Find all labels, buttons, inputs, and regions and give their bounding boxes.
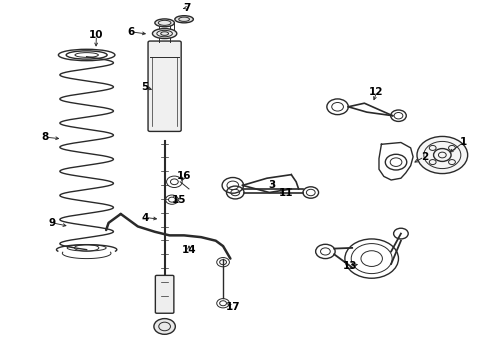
Text: 13: 13 <box>343 261 357 271</box>
Circle shape <box>417 136 467 174</box>
Text: 1: 1 <box>460 138 467 148</box>
Ellipse shape <box>175 16 194 23</box>
Text: 6: 6 <box>127 27 134 37</box>
Text: 4: 4 <box>142 212 149 222</box>
FancyBboxPatch shape <box>155 275 174 313</box>
Text: 10: 10 <box>89 30 104 40</box>
Text: 2: 2 <box>421 152 428 162</box>
Ellipse shape <box>155 19 174 27</box>
Circle shape <box>154 319 175 334</box>
Text: 16: 16 <box>177 171 192 181</box>
Text: 8: 8 <box>42 132 49 142</box>
Text: 11: 11 <box>279 188 294 198</box>
Text: 9: 9 <box>49 218 56 228</box>
Text: 7: 7 <box>183 3 190 13</box>
Text: 12: 12 <box>369 87 384 98</box>
Ellipse shape <box>152 28 177 39</box>
Text: 5: 5 <box>142 82 149 92</box>
Text: 15: 15 <box>172 195 187 204</box>
Text: 14: 14 <box>182 245 196 255</box>
FancyBboxPatch shape <box>148 41 181 131</box>
Text: 3: 3 <box>268 180 275 190</box>
Text: 17: 17 <box>225 302 240 312</box>
